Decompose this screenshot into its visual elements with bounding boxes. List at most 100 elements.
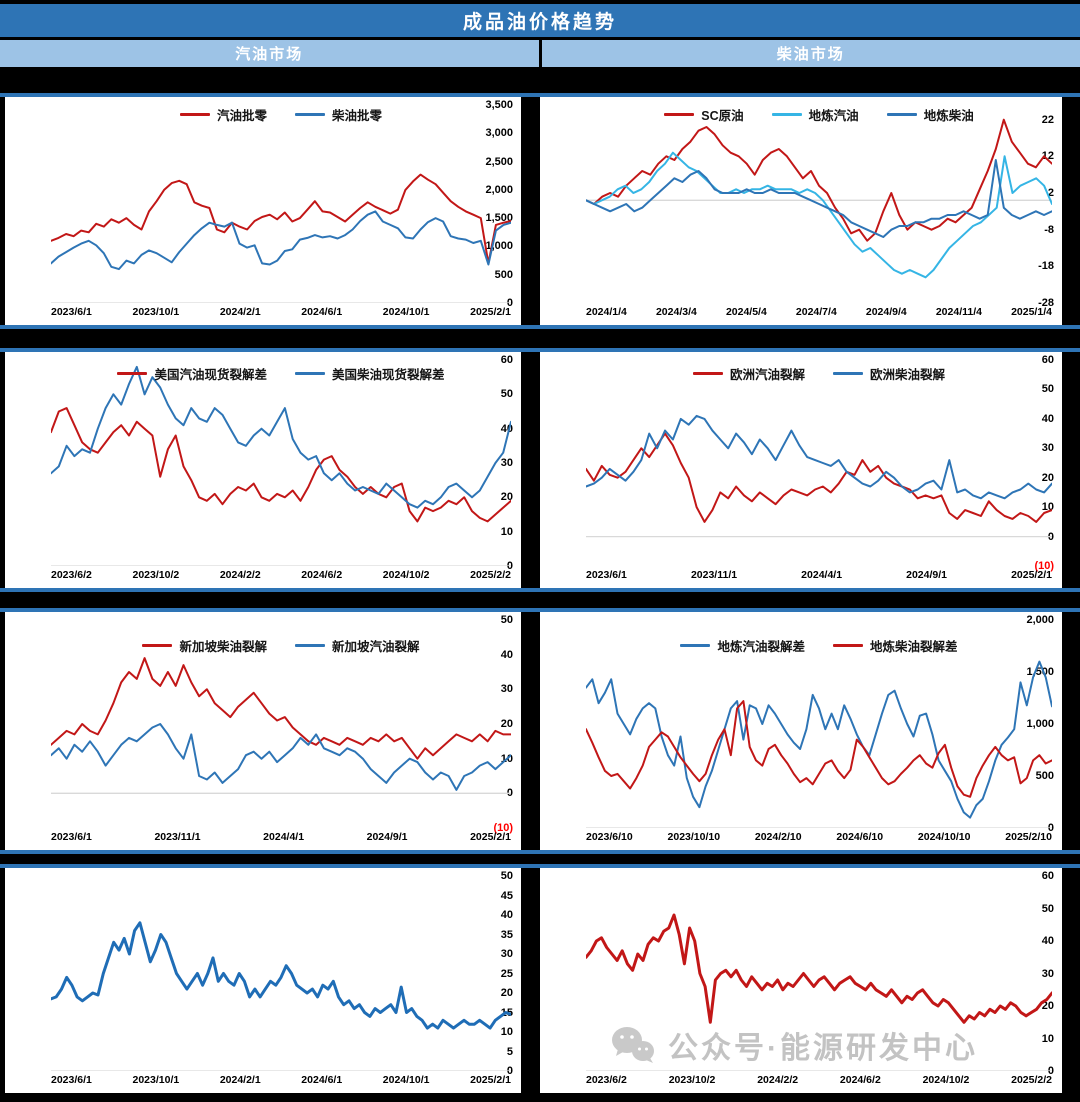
refinery-crack-diffs-svg bbox=[586, 660, 1052, 828]
x-tick-label: 2023/6/1 bbox=[51, 831, 92, 843]
wechat-icon bbox=[612, 1027, 654, 1063]
x-tick-label: 2024/7/4 bbox=[795, 306, 837, 318]
y-tick-label: 10 bbox=[500, 525, 513, 538]
chart-refinery-crack-diffs: 2,000 1,500 1,000 500 0 2023/6/10 2023/10/10 20… bbox=[540, 612, 1062, 850]
y-tick-label: 30 bbox=[1041, 442, 1054, 455]
diesel-wholesale-retail-legend-marker bbox=[295, 113, 325, 116]
us-crack-spreads-svg bbox=[51, 365, 511, 566]
diesel-series-line bbox=[586, 913, 1052, 1024]
y-tick-label: 10 bbox=[1041, 1032, 1054, 1045]
singapore-diesel-crack-line bbox=[51, 657, 511, 760]
legend-item: 欧洲汽油裂解 bbox=[692, 364, 805, 383]
x-tick-label: 2024/11/4 bbox=[935, 306, 982, 318]
gasoline-wholesale-retail-line bbox=[51, 173, 511, 265]
watermark: 公众号·能源研发中心 bbox=[610, 1023, 978, 1067]
singapore-diesel-crack-legend-marker bbox=[142, 644, 173, 647]
y-tick-label: 20 bbox=[500, 987, 513, 999]
x-tick-label: 2025/2/1 bbox=[470, 306, 511, 318]
chart-gasoline-diesel-wholesale-retail: 3,500 3,000 2,500 2,000 1,500 1,000 500 0 2023/6… bbox=[5, 97, 521, 325]
refinery-gasoline-line bbox=[586, 151, 1052, 279]
legend-label: 新加坡柴油裂解 bbox=[179, 640, 267, 654]
us-diesel-crack-legend-marker bbox=[295, 372, 325, 375]
x-tick-label: 2024/3/4 bbox=[655, 306, 697, 318]
y-tick-label: 22 bbox=[1041, 113, 1054, 126]
x-tick-label: 2024/10/1 bbox=[382, 306, 430, 318]
y-tick-label: 20 bbox=[1041, 471, 1054, 484]
y-tick-label: 50 bbox=[500, 388, 513, 401]
y-tick-label: 500 bbox=[1035, 770, 1054, 782]
y-tick-label: 60 bbox=[500, 354, 513, 366]
chart-legend: 新加坡柴油裂解 新加坡汽油裂解 bbox=[51, 636, 511, 655]
chart-legend: 汽油批零 柴油批零 bbox=[51, 105, 511, 124]
legend-item: 美国汽油现货裂解差 bbox=[117, 364, 267, 383]
x-tick-label: 2023/11/1 bbox=[154, 831, 201, 843]
europe-gasoline-crack-legend-marker bbox=[692, 372, 723, 375]
x-tick-label: 2023/6/1 bbox=[51, 306, 92, 318]
x-tick-label: 2023/6/2 bbox=[51, 569, 92, 581]
legend-label: 地炼汽油 bbox=[808, 109, 859, 123]
y-tick-label: 30 bbox=[500, 457, 513, 469]
y-tick-label: (10) bbox=[1034, 560, 1054, 572]
chart-legend: 欧洲汽油裂解 欧洲柴油裂解 bbox=[586, 364, 1052, 383]
refinery-diesel-line bbox=[586, 159, 1052, 238]
y-tick-label: 3,500 bbox=[485, 99, 513, 111]
x-tick-label: 2024/4/1 bbox=[263, 831, 305, 843]
refinery-diesel-crack-diff-legend-marker bbox=[833, 644, 863, 647]
y-tick-label: 3,000 bbox=[485, 127, 513, 140]
chart-europe-crack-spreads: 60 50 40 30 20 10 0 (10) 2023/6/1 2023/11/1 2024/4… bbox=[540, 352, 1062, 588]
y-tick-label: 2,000 bbox=[1026, 614, 1054, 626]
legend-label: 地炼柴油裂解差 bbox=[870, 640, 958, 654]
singapore-crack-spreads-svg bbox=[51, 657, 511, 794]
chart-sc-crude-refinery-products: 22 12 2 -8 -18 -28 2024/1/4 2024/3/4 2024/5/4 202… bbox=[540, 97, 1062, 325]
legend-label: 美国汽油现货裂解差 bbox=[154, 368, 267, 382]
x-axis-labels: 2023/6/2 2023/10/2 2024/2/2 2024/6/2 2024/10… bbox=[586, 1074, 1052, 1090]
chart-row-3: 50 40 30 20 10 0 (10) 2023/6/1 2023/11/1 2024/4/1… bbox=[0, 612, 1080, 850]
watermark-text: 公众号·能源研发中心 bbox=[668, 1032, 978, 1065]
y-tick-label: 30 bbox=[1041, 967, 1054, 980]
y-tick-label: 50 bbox=[1041, 383, 1054, 396]
y-tick-label: 0 bbox=[1047, 822, 1054, 834]
x-tick-label: 2024/6/10 bbox=[836, 831, 884, 843]
x-tick-label: 2024/5/4 bbox=[725, 306, 767, 318]
chart-row-4: 50 45 40 35 30 25 20 15 10 5 0 2023/6/1 2023/10/1 202… bbox=[0, 868, 1080, 1093]
y-tick-label: 20 bbox=[500, 491, 513, 504]
accent-line bbox=[0, 93, 1080, 97]
chart-diesel-crack-single: 60 50 40 30 20 10 0 2023/6/2 2023/10/2 2024/2/2 20… bbox=[540, 868, 1062, 1093]
x-tick-label: 2025/2/10 bbox=[1005, 831, 1052, 843]
singapore-gasoline-crack-legend-marker bbox=[295, 644, 325, 647]
us-diesel-crack-line bbox=[51, 365, 511, 509]
chart-row-2: 60 50 40 30 20 10 0 2023/6/2 2023/10/2 2024/2/2 20… bbox=[0, 352, 1080, 588]
y-tick-label: 2,500 bbox=[485, 155, 513, 168]
legend-label: 新加坡汽油裂解 bbox=[332, 640, 420, 654]
x-tick-label: 2024/6/2 bbox=[839, 1074, 881, 1086]
chart-row-1: 3,500 3,000 2,500 2,000 1,500 1,000 500 0 2023/6… bbox=[0, 97, 1080, 325]
y-tick-label: -18 bbox=[1038, 260, 1054, 273]
y-tick-label: 60 bbox=[1041, 354, 1054, 366]
x-tick-label: 2024/6/2 bbox=[301, 569, 343, 581]
refinery-gasoline-crack-diff-line bbox=[586, 660, 1052, 819]
legend-label: 地炼柴油 bbox=[923, 109, 974, 123]
y-tick-label: 50 bbox=[500, 614, 513, 626]
y-tick-label: 0 bbox=[1047, 1065, 1054, 1077]
y-tick-label: 2,000 bbox=[485, 183, 513, 196]
legend-label: 汽油批零 bbox=[216, 109, 267, 123]
y-tick-label: 0 bbox=[506, 560, 513, 572]
legend-item: 地炼汽油 bbox=[771, 105, 859, 124]
sc-crude-line bbox=[586, 118, 1052, 242]
x-axis-labels: 2023/6/10 2023/10/10 2024/2/10 2024/6/10 202… bbox=[586, 831, 1052, 847]
x-tick-label: 2023/11/1 bbox=[690, 569, 738, 581]
legend-item: 地炼柴油 bbox=[886, 105, 974, 124]
x-axis-labels: 2023/6/1 2023/11/1 2024/4/1 2024/9/1 2025/2/… bbox=[586, 569, 1052, 585]
x-tick-label: 2024/10/2 bbox=[922, 1074, 970, 1086]
y-tick-label: 30 bbox=[500, 948, 513, 960]
column-header-gasoline: 汽油市场 bbox=[0, 40, 539, 67]
chart-legend: SC原油 地炼汽油 地炼柴油 bbox=[586, 105, 1052, 124]
x-tick-label: 2024/6/1 bbox=[301, 1074, 343, 1086]
x-tick-label: 2024/2/2 bbox=[757, 1074, 799, 1086]
y-tick-label: 20 bbox=[500, 718, 513, 730]
x-tick-label: 2024/10/1 bbox=[382, 1074, 430, 1086]
y-tick-label: 45 bbox=[500, 889, 513, 902]
y-tick-label: 0 bbox=[506, 297, 513, 309]
x-tick-label: 2023/10/2 bbox=[132, 569, 180, 581]
x-axis-labels: 2023/6/1 2023/10/1 2024/2/1 2024/6/1 2024/10… bbox=[51, 1074, 511, 1090]
